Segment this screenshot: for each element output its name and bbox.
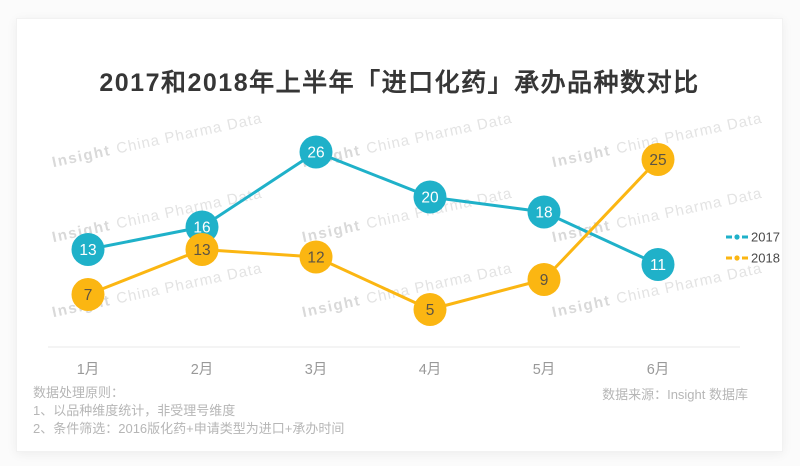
- legend-item-2017[interactable]: 2017: [726, 230, 780, 245]
- data-point-circle[interactable]: [185, 233, 219, 266]
- data-point-value: 20: [421, 190, 439, 207]
- data-point-2017-6月[interactable]: 11: [641, 248, 675, 281]
- data-point-2018-4月[interactable]: 5: [413, 293, 447, 326]
- legend-label: 2017: [751, 230, 780, 245]
- data-point-circle[interactable]: [413, 293, 447, 326]
- footer-note-line: 1、以品种维度统计，非受理号维度: [33, 403, 236, 418]
- legend-marker-dot: [734, 234, 740, 240]
- legend-item-2018[interactable]: 2018: [726, 251, 780, 266]
- data-point-value: 11: [650, 257, 666, 274]
- data-point-circle[interactable]: [641, 248, 675, 281]
- data-point-circle[interactable]: [641, 143, 675, 176]
- data-point-value: 16: [193, 220, 210, 237]
- data-point-2017-1月[interactable]: 13: [71, 233, 105, 266]
- data-point-2018-1月[interactable]: 7: [71, 278, 105, 311]
- data-point-value: 5: [426, 302, 435, 319]
- x-axis-label: 3月: [305, 362, 328, 378]
- data-point-circle[interactable]: [413, 180, 447, 214]
- data-point-value: 12: [307, 250, 324, 267]
- series-line-2018: [87, 158, 660, 311]
- x-axis-label: 1月: [77, 362, 100, 378]
- x-axis-label: 5月: [533, 362, 556, 378]
- chart-card: 2017和2018年上半年「进口化药」承办品种数对比: [16, 18, 783, 452]
- data-point-2018-2月[interactable]: 13: [185, 233, 219, 266]
- data-point-2017-5月[interactable]: 18: [527, 195, 561, 229]
- data-point-value: 9: [540, 272, 549, 289]
- chart-title: 2017和2018年上半年「进口化药」承办品种数对比: [99, 69, 700, 97]
- data-point-2017-4月[interactable]: 20: [413, 180, 447, 214]
- x-axis-label: 4月: [419, 362, 442, 378]
- x-axis-label: 2月: [191, 362, 214, 378]
- footer-notes: 数据处理原则： 1、以品种维度统计，非受理号维度 2、条件筛选：2016版化药+…: [33, 384, 344, 438]
- x-axis-label: 6月: [647, 362, 670, 378]
- data-point-circle[interactable]: [299, 135, 333, 169]
- series-line-2017: [87, 150, 659, 266]
- data-point-value: 13: [79, 242, 96, 259]
- data-point-circle[interactable]: [71, 278, 105, 311]
- footer-notes-title: 数据处理原则：: [33, 385, 125, 400]
- legend-label: 2018: [751, 251, 780, 266]
- legend-marker-dot: [734, 255, 740, 261]
- data-source-label: 数据来源：Insight 数据库: [602, 387, 748, 402]
- footer-note-line: 2、条件筛选：2016版化药+申请类型为进口+承办时间: [33, 421, 345, 436]
- data-point-circle[interactable]: [299, 240, 333, 274]
- data-point-value: 7: [84, 287, 93, 304]
- data-point-2018-3月[interactable]: 12: [299, 240, 333, 274]
- data-point-circle[interactable]: [527, 195, 561, 229]
- data-point-value: 18: [535, 205, 552, 222]
- data-point-2018-5月[interactable]: 9: [527, 263, 561, 296]
- data-point-circle[interactable]: [71, 233, 105, 266]
- data-point-value: 13: [193, 242, 210, 259]
- data-point-2017-3月[interactable]: 26: [299, 135, 333, 169]
- data-point-value: 25: [649, 152, 666, 169]
- data-point-2018-6月[interactable]: 25: [641, 143, 675, 176]
- data-point-value: 26: [307, 145, 324, 162]
- data-point-circle[interactable]: [527, 263, 561, 296]
